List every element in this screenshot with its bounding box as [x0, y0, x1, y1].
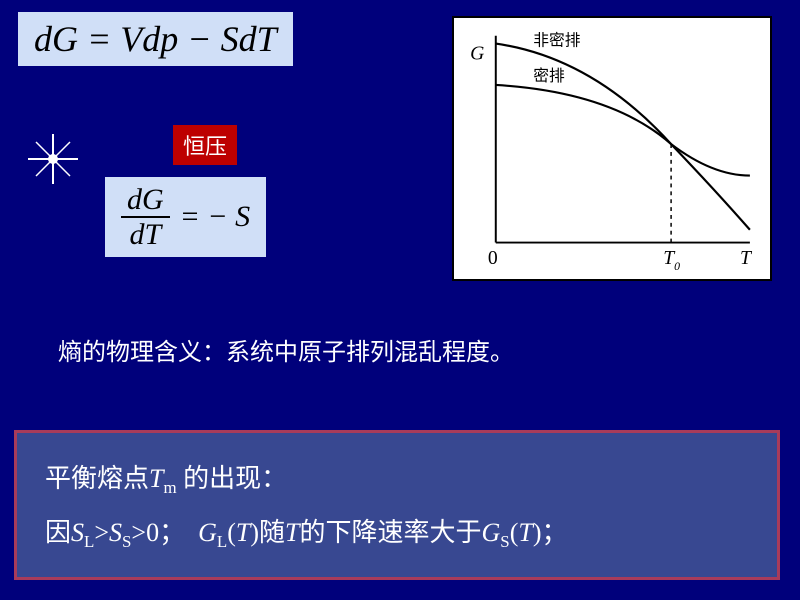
l2-T2: T	[285, 518, 299, 547]
equation-numerator: dG	[121, 183, 170, 218]
l2-GL: GL	[198, 518, 227, 547]
constant-pressure-tag: 恒压	[173, 125, 237, 165]
l2-gt1: >	[94, 518, 109, 547]
graph-t-label: T	[740, 247, 753, 269]
decorative-star-icon	[28, 134, 78, 184]
l2-rate: 的下降速率大于	[300, 518, 482, 547]
graph-curve-bottom-label: 密排	[533, 67, 565, 85]
graph-curve-top-label: 非密排	[533, 32, 580, 50]
mp-prefix: 平衡熔点	[45, 464, 149, 493]
constant-pressure-label: 恒压	[183, 134, 227, 159]
graph-origin-label: 0	[488, 247, 498, 269]
l2-T1: T	[236, 518, 250, 547]
melting-point-box: 平衡熔点Tm 的出现： 因SL>SS>0； GL(T)随T的下降速率大于GS(T…	[14, 430, 780, 580]
slide: dG = Vdp − SdT 恒压 dG dT = − S G 0 T0 T	[0, 0, 800, 600]
equation-denominator: dT	[123, 218, 167, 251]
mp-T: T	[149, 464, 163, 493]
l2-SL: SL	[71, 518, 94, 547]
l2-mid: 随	[259, 518, 285, 547]
l2-GS: GS	[482, 518, 510, 547]
equation-fraction: dG dT	[121, 183, 170, 251]
equation-dgdt: dG dT = − S	[105, 177, 266, 257]
l2-zero: >0；	[131, 518, 185, 547]
graph-y-label: G	[470, 42, 484, 64]
l2-T3: T	[518, 518, 532, 547]
entropy-definition: 熵的物理含义：系统中原子排列混乱程度。	[52, 328, 520, 371]
free-energy-graph: G 0 T0 T 非密排 密排	[452, 16, 772, 281]
equation-dg: dG = Vdp − SdT	[18, 12, 293, 66]
entropy-definition-text: 熵的物理含义：系统中原子排列混乱程度。	[58, 340, 514, 366]
l2-t1: 因	[45, 518, 71, 547]
mp-m: m	[163, 478, 176, 497]
mp-suffix: 的出现：	[177, 464, 288, 493]
equation-dg-text: dG = Vdp − SdT	[34, 18, 277, 60]
equation-dgdt-row: dG dT = − S	[121, 183, 250, 251]
equation-rhs: = − S	[180, 200, 251, 234]
graph-t0-label: T0	[663, 247, 680, 273]
melting-point-line1: 平衡熔点Tm 的出现：	[45, 458, 749, 498]
l2-SS: SS	[109, 518, 131, 547]
melting-point-line2: 因SL>SS>0； GL(T)随T的下降速率大于GS(T)；	[45, 512, 749, 552]
